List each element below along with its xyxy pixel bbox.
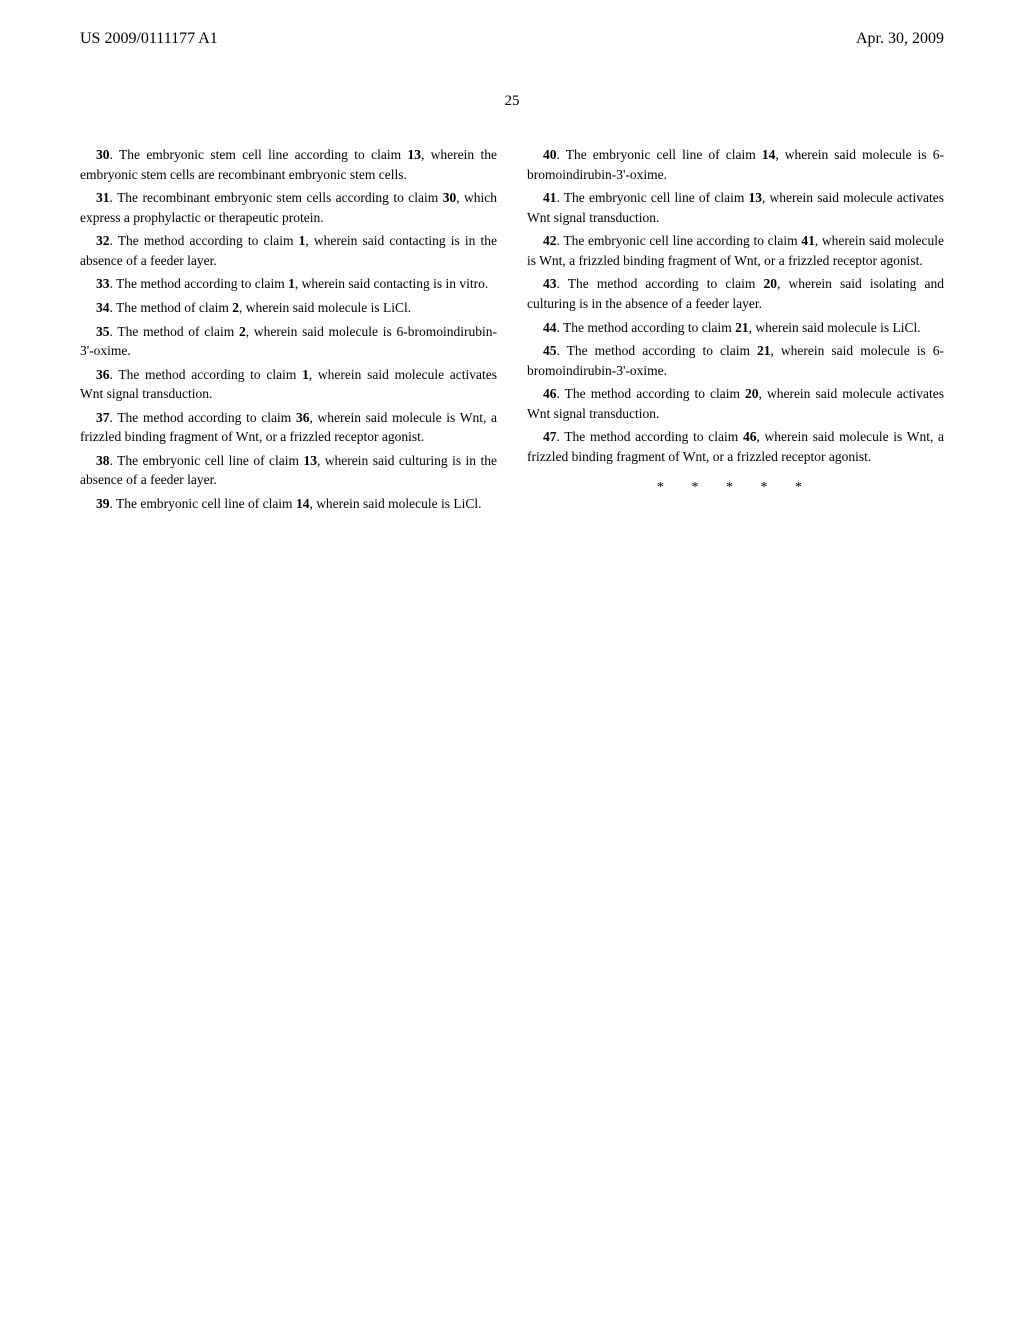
claim-33: 33. The method according to claim 1, whe… [80,274,497,294]
claim-reference: 20 [763,276,777,291]
claim-text: , wherein said molecule is LiCl. [749,320,921,335]
claim-reference: 14 [762,147,776,162]
claim-text: , wherein said molecule is LiCl. [239,300,411,315]
claim-text: . The method according to claim [110,410,296,425]
claim-text: . The method according to claim [557,429,743,444]
claim-reference: 41 [801,233,815,248]
claim-31: 31. The recombinant embryonic stem cells… [80,188,497,227]
claim-42: 42. The embryonic cell line according to… [527,231,944,270]
claim-text: . The method according to claim [110,276,289,291]
claim-reference: 21 [735,320,749,335]
claim-text: . The embryonic cell line of claim [110,453,304,468]
claim-reference: 13 [303,453,317,468]
claim-text: . The method according to claim [110,367,303,382]
page-header: US 2009/0111177 A1 Apr. 30, 2009 [0,0,1024,58]
claim-reference: 2 [239,324,246,339]
claim-number: 46 [527,386,557,401]
claim-reference: 13 [749,190,763,205]
claim-30: 30. The embryonic stem cell line accordi… [80,145,497,184]
claim-35: 35. The method of claim 2, wherein said … [80,322,497,361]
claim-text: . The embryonic cell line of claim [557,147,762,162]
claim-number: 43 [527,276,557,291]
claim-reference: 20 [745,386,759,401]
claim-32: 32. The method according to claim 1, whe… [80,231,497,270]
claim-39: 39. The embryonic cell line of claim 14,… [80,494,497,514]
claim-text: . The method according to claim [557,320,736,335]
claim-number: 34 [80,300,110,315]
claim-number: 42 [527,233,557,248]
claim-number: 31 [80,190,110,205]
claim-45: 45. The method according to claim 21, wh… [527,341,944,380]
claim-43: 43. The method according to claim 20, wh… [527,274,944,313]
claim-text: , wherein said molecule is LiCl. [309,496,481,511]
claim-text: . The method of claim [110,300,233,315]
claim-number: 45 [527,343,557,358]
claim-41: 41. The embryonic cell line of claim 13,… [527,188,944,227]
content-area: 30. The embryonic stem cell line accordi… [0,145,1024,518]
claim-text: . The embryonic cell line of claim [110,496,296,511]
claim-number: 44 [527,320,557,335]
claim-47: 47. The method according to claim 46, wh… [527,427,944,466]
claim-reference: 2 [232,300,239,315]
claim-text: . The method according to claim [557,386,746,401]
claim-46: 46. The method according to claim 20, wh… [527,384,944,423]
claim-reference: 14 [296,496,310,511]
claim-text: . The embryonic cell line of claim [557,190,749,205]
claim-text: . The embryonic stem cell line according… [110,147,408,162]
end-of-document-marks: * * * * * [527,478,944,498]
claim-text: . The method according to claim [557,343,758,358]
claim-text: . The method according to claim [557,276,764,291]
right-column: 40. The embryonic cell line of claim 14,… [527,145,944,518]
claim-reference: 1 [288,276,295,291]
claim-number: 40 [527,147,557,162]
claim-34: 34. The method of claim 2, wherein said … [80,298,497,318]
claim-number: 47 [527,429,557,444]
claim-number: 38 [80,453,110,468]
claim-reference: 1 [302,367,309,382]
claim-36: 36. The method according to claim 1, whe… [80,365,497,404]
claim-44: 44. The method according to claim 21, wh… [527,318,944,338]
page-number: 25 [0,93,1024,110]
claim-text: . The method according to claim [110,233,299,248]
claim-text: . The embryonic cell line according to c… [557,233,802,248]
document-number: US 2009/0111177 A1 [80,30,218,48]
left-column: 30. The embryonic stem cell line accordi… [80,145,497,518]
claim-text: . The recombinant embryonic stem cells a… [110,190,443,205]
claim-number: 36 [80,367,110,382]
claim-reference: 13 [407,147,421,162]
claim-number: 33 [80,276,110,291]
claim-number: 41 [527,190,557,205]
claim-number: 37 [80,410,110,425]
claim-reference: 30 [443,190,457,205]
claim-reference: 21 [757,343,771,358]
claim-number: 35 [80,324,110,339]
claim-38: 38. The embryonic cell line of claim 13,… [80,451,497,490]
claim-reference: 36 [296,410,310,425]
claim-37: 37. The method according to claim 36, wh… [80,408,497,447]
claim-number: 30 [80,147,110,162]
claim-40: 40. The embryonic cell line of claim 14,… [527,145,944,184]
claim-text: , wherein said contacting is in vitro. [295,276,488,291]
claim-reference: 46 [743,429,757,444]
claim-number: 39 [80,496,110,511]
claim-text: . The method of claim [110,324,240,339]
claim-number: 32 [80,233,110,248]
document-date: Apr. 30, 2009 [856,30,944,48]
